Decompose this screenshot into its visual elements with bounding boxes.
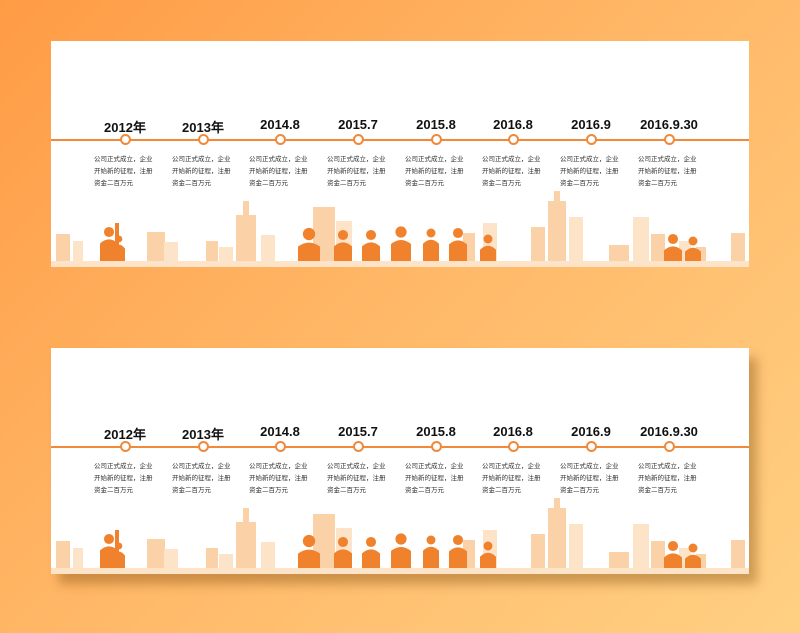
milestone-year: 2015.8 [416,117,456,132]
milestone-description: 公司正式成立，企业开始新的征程，注册资金二百万元 [94,462,153,494]
person-silhouette [298,534,320,574]
timeline-line [51,446,749,448]
building-silhouette [164,549,178,574]
milestone-dot [197,134,209,145]
building-silhouette [147,232,165,267]
milestone-year: 2016.9.30 [640,117,698,132]
milestone-year: 2013年 [182,427,224,442]
milestone-dot [119,134,131,145]
milestone-dot [507,441,519,452]
milestone-description: 公司正式成立，企业开始新的征程，注册资金二百万元 [638,155,697,187]
milestone-dot [585,441,597,452]
building-silhouette [554,498,560,508]
milestone-description: 公司正式成立，企业开始新的征程，注册资金二百万元 [172,462,231,494]
building-silhouette [261,542,275,574]
milestone-dot [274,134,286,145]
building-silhouette [548,201,566,267]
person-silhouette [449,534,467,574]
person-silhouette [334,536,352,574]
building-silhouette [164,242,178,267]
building-silhouette [243,201,249,215]
milestone-description: 公司正式成立，企业开始新的征程，注册资金二百万元 [172,155,231,187]
milestone-year: 2016.9 [571,424,611,439]
ground-strip [51,568,749,574]
skyline-illustration [51,498,749,574]
building-silhouette [56,541,70,574]
milestone-year: 2014.8 [260,424,300,439]
milestone-year: 2013年 [182,120,224,135]
person-silhouette [362,536,380,574]
timeline-panel-top: 2012年公司正式成立，企业开始新的征程，注册资金二百万元 2013年公司正式成立… [51,41,749,267]
milestone-dot [352,134,364,145]
building-silhouette [206,548,218,574]
person-silhouette [391,533,411,574]
milestone-dot [585,134,597,145]
building-silhouette [531,534,545,574]
milestone-description: 公司正式成立，企业开始新的征程，注册资金二百万元 [560,155,619,187]
milestone-year: 2015.7 [338,424,378,439]
building-silhouette [261,235,275,267]
building-silhouette [206,241,218,267]
building-silhouette [531,227,545,267]
building-silhouette [56,234,70,267]
building-silhouette [569,524,583,574]
milestone-year: 2015.8 [416,424,456,439]
milestone-dot [430,134,442,145]
ground-strip [51,261,749,267]
milestone-year: 2012年 [104,120,146,135]
building-silhouette [243,508,249,522]
milestone-description: 公司正式成立，企业开始新的征程，注册资金二百万元 [249,462,308,494]
milestone-description: 公司正式成立，企业开始新的征程，注册资金二百万元 [327,462,386,494]
building-silhouette [73,548,83,574]
milestone-description: 公司正式成立，企业开始新的征程，注册资金二百万元 [560,462,619,494]
milestone-description: 公司正式成立，企业开始新的征程，注册资金二百万元 [638,462,697,494]
milestone-year: 2015.7 [338,117,378,132]
building-silhouette [633,217,649,267]
milestone-year: 2012年 [104,427,146,442]
skyline-illustration [51,191,749,267]
milestone-description: 公司正式成立，企业开始新的征程，注册资金二百万元 [405,462,464,494]
milestone-description: 公司正式成立，企业开始新的征程，注册资金二百万元 [94,155,153,187]
timeline-line [51,139,749,141]
milestone-dot [507,134,519,145]
milestone-year: 2016.8 [493,117,533,132]
building-silhouette [651,541,665,574]
person-silhouette [423,228,439,267]
building-silhouette [633,524,649,574]
building-silhouette [554,191,560,201]
person-silhouette [449,227,467,267]
person-silhouette [362,229,380,267]
milestone-dot [119,441,131,452]
milestone-dot [352,441,364,452]
milestone-dot [663,441,675,452]
timeline-panel-bottom: 2012年公司正式成立，企业开始新的征程，注册资金二百万元 2013年公司正式成立… [51,348,749,574]
milestone-dot [197,441,209,452]
milestone-description: 公司正式成立，企业开始新的征程，注册资金二百万元 [327,155,386,187]
milestone-description: 公司正式成立，企业开始新的征程，注册资金二百万元 [482,462,541,494]
milestone-year: 2016.8 [493,424,533,439]
milestone-dot [430,441,442,452]
building-silhouette [73,241,83,267]
milestone-year: 2016.9 [571,117,611,132]
milestone-dot [274,441,286,452]
building-silhouette [731,233,745,267]
milestone-year: 2016.9.30 [640,424,698,439]
building-silhouette [147,539,165,574]
building-silhouette [236,522,256,574]
person-silhouette [391,226,411,267]
building-silhouette [651,234,665,267]
milestone-dot [663,134,675,145]
milestone-description: 公司正式成立，企业开始新的征程，注册资金二百万元 [249,155,308,187]
building-silhouette [731,540,745,574]
building-silhouette [569,217,583,267]
milestone-year: 2014.8 [260,117,300,132]
milestone-description: 公司正式成立，企业开始新的征程，注册资金二百万元 [405,155,464,187]
building-silhouette [236,215,256,267]
person-silhouette [423,535,439,574]
building-silhouette [548,508,566,574]
person-silhouette [298,227,320,267]
person-silhouette [334,229,352,267]
milestone-description: 公司正式成立，企业开始新的征程，注册资金二百万元 [482,155,541,187]
